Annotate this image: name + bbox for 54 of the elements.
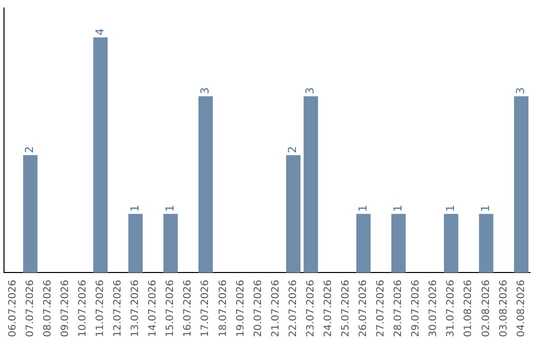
bar: [286, 155, 300, 273]
x-tick-label: 17.07.2026: [200, 280, 212, 338]
x-tick-label: 04.08.2026: [516, 280, 527, 338]
bar: [478, 214, 494, 273]
x-tick-label: 07.07.2026: [24, 280, 36, 338]
x-tick-label: 10.07.2026: [77, 280, 88, 338]
x-tick-label: 08.07.2026: [42, 280, 54, 338]
x-tick-label: 12.07.2026: [112, 280, 124, 338]
x-tick-label: 02.08.2026: [480, 280, 492, 338]
bar: [163, 214, 178, 273]
x-tick-label: 28.07.2026: [393, 280, 404, 338]
data-label: 3: [514, 87, 528, 94]
bar: [198, 96, 213, 273]
data-label: 1: [356, 204, 370, 212]
x-tick-label: 27.07.2026: [376, 280, 387, 338]
data-label: 4: [93, 28, 106, 36]
data-label: 1: [479, 204, 492, 212]
x-tick-label: 20.07.2026: [252, 280, 264, 338]
x-tick-label: 03.08.2026: [498, 280, 510, 338]
data-label: 1: [391, 204, 404, 212]
x-tick-label: 01.08.2026: [463, 280, 474, 338]
bar: [391, 214, 406, 273]
bar: [514, 96, 528, 273]
bar: [93, 37, 108, 273]
data-label: 1: [163, 204, 176, 212]
x-tick-label: 21.07.2026: [270, 280, 282, 338]
x-tick-label: 23.07.2026: [305, 280, 316, 338]
x-tick-label: 15.07.2026: [165, 280, 176, 338]
data-label: 1: [444, 204, 457, 212]
data-label: 1: [128, 204, 142, 212]
x-tick-label: 25.07.2026: [340, 280, 352, 338]
bar: [304, 96, 318, 273]
x-tick-label: 29.07.2026: [410, 280, 422, 338]
bar: [23, 155, 38, 273]
x-tick-label: 06.07.2026: [7, 280, 18, 338]
x-tick-label: 14.07.2026: [148, 280, 159, 338]
bar: [128, 214, 143, 273]
x-tick-label: 22.07.2026: [288, 280, 299, 338]
x-tick-label: 19.07.2026: [235, 280, 246, 338]
x-tick-label: 26.07.2026: [358, 280, 370, 338]
x-tick-label: 11.07.2026: [95, 280, 106, 338]
x-tick-label: 16.07.2026: [182, 280, 194, 338]
x-tick-label: 13.07.2026: [130, 280, 142, 338]
x-tick-label: 18.07.2026: [218, 280, 229, 338]
x-tick-label: 30.07.2026: [428, 280, 440, 338]
x-tick-label: 24.07.2026: [322, 280, 334, 338]
data-label: 2: [286, 146, 300, 154]
bar: [444, 214, 458, 273]
data-label: 3: [198, 87, 212, 94]
data-label: 3: [304, 87, 317, 94]
x-tick-label: 09.07.2026: [60, 280, 71, 338]
data-label: 2: [23, 146, 36, 154]
x-tick-label: 31.07.2026: [446, 280, 457, 338]
bar: [356, 214, 371, 273]
